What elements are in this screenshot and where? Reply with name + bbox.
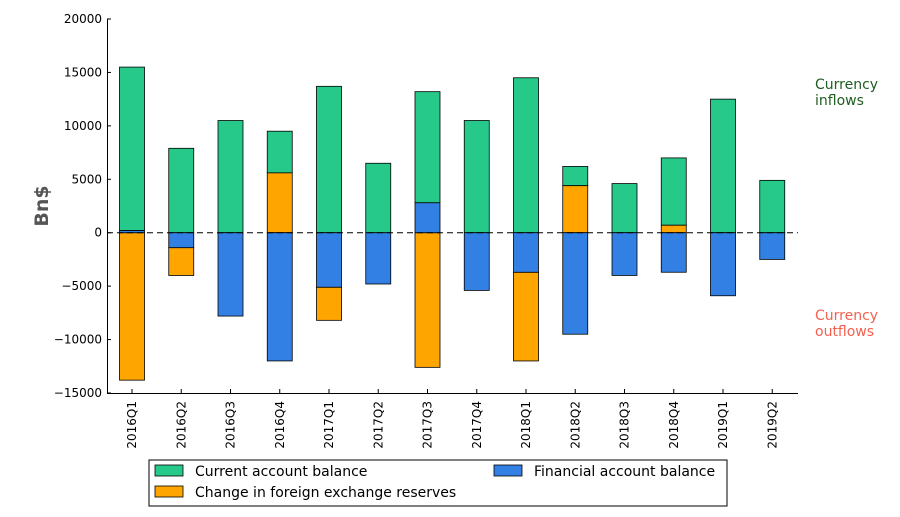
- annotation-inflows-line1: Currency: [815, 77, 878, 93]
- bar-current-account-balance-2016Q4: [266, 130, 293, 174]
- annotation-inflows-line2: inflows: [815, 93, 864, 109]
- legend-swatch-financial-account: [493, 464, 523, 477]
- bar-current-account-balance-2018Q4: [660, 157, 687, 226]
- bar-change-in-foreign-exchange-reserves-2016Q4: [266, 172, 293, 234]
- annotation-outflows-line2: outflows: [815, 324, 874, 340]
- bar-current-account-balance-2019Q1: [710, 98, 736, 234]
- legend-label-fx-reserves: Change in foreign exchange reserves: [195, 485, 456, 501]
- x-tick-label: 2019Q1: [716, 401, 730, 449]
- bar-financial-account-balance-2018Q4: [660, 232, 687, 273]
- bar-financial-account-balance-2016Q2: [168, 232, 195, 249]
- bar-financial-account-balance-2019Q2: [759, 232, 786, 260]
- x-tick-label: 2016Q1: [125, 401, 139, 449]
- bar-change-in-foreign-exchange-reserves-2018Q4: [660, 224, 687, 234]
- x-tick-label: 2018Q1: [519, 401, 533, 449]
- bar-current-account-balance-2018Q2: [562, 166, 589, 187]
- bar-financial-account-balance-2019Q1: [710, 232, 736, 297]
- bar-financial-account-balance-2017Q4: [463, 232, 490, 291]
- bar-current-account-balance-2016Q3: [217, 120, 244, 234]
- legend-swatch-fx-reserves: [154, 485, 184, 498]
- bar-current-account-balance-2016Q2: [168, 147, 195, 234]
- annotation-outflows-line1: Currency: [815, 308, 878, 324]
- annotation-outflows: Currency outflows: [815, 308, 883, 340]
- bar-current-account-balance-2017Q1: [316, 85, 342, 234]
- bar-financial-account-balance-2016Q4: [266, 232, 293, 362]
- legend-frame: [148, 459, 728, 507]
- bar-change-in-foreign-exchange-reserves-2017Q1: [316, 286, 342, 321]
- y-tick-label: −10000: [54, 333, 102, 347]
- y-axis-ticks: 20000 15000 10000 5000 0 −5000 −10000 −15000: [54, 12, 111, 400]
- bar-change-in-foreign-exchange-reserves-2018Q1: [513, 271, 539, 362]
- y-tick-label: −15000: [54, 386, 102, 400]
- bar-financial-account-balance-2018Q3: [611, 232, 638, 276]
- legend: Current account balance Change in foreig…: [148, 459, 728, 507]
- x-tick-label: 2017Q4: [470, 401, 484, 449]
- x-tick-label: 2019Q2: [765, 401, 779, 449]
- x-tick-label: 2018Q2: [568, 401, 582, 449]
- bar-current-account-balance-2017Q3: [414, 91, 441, 204]
- bar-financial-account-balance-2018Q2: [562, 232, 589, 335]
- bar-change-in-foreign-exchange-reserves-2016Q2: [168, 247, 195, 276]
- bar-change-in-foreign-exchange-reserves-2017Q3: [414, 232, 441, 368]
- x-tick-label: 2016Q2: [174, 401, 188, 449]
- bar-financial-account-balance-2018Q1: [513, 232, 539, 273]
- y-tick-label: 15000: [64, 65, 102, 79]
- bar-current-account-balance-2017Q4: [463, 120, 490, 234]
- bar-financial-account-balance-2017Q3: [414, 202, 441, 234]
- x-tick-label: 2018Q4: [667, 401, 681, 449]
- bar-change-in-foreign-exchange-reserves-2016Q1: [119, 232, 145, 381]
- bar-current-account-balance-2018Q1: [513, 77, 539, 234]
- y-tick-label: 20000: [64, 12, 102, 26]
- x-tick-label: 2017Q1: [322, 401, 336, 449]
- bar-financial-account-balance-2017Q2: [365, 232, 392, 285]
- x-tick-label: 2017Q2: [371, 401, 385, 449]
- legend-swatch-current-account: [154, 464, 184, 477]
- bar-change-in-foreign-exchange-reserves-2018Q2: [562, 185, 589, 234]
- legend-label-financial-account: Financial account balance: [534, 464, 715, 480]
- legend-label-current-account: Current account balance: [195, 464, 367, 480]
- annotation-inflows: Currency inflows: [815, 77, 883, 109]
- bar-financial-account-balance-2016Q3: [217, 232, 244, 317]
- y-tick-label: 0: [94, 226, 102, 240]
- y-axis-label: Bn$: [31, 185, 53, 226]
- bars-layer: [119, 66, 786, 381]
- y-tick-label: 10000: [64, 119, 102, 133]
- x-tick-label: 2016Q3: [224, 401, 238, 449]
- bar-current-account-balance-2017Q2: [365, 162, 392, 234]
- bar-current-account-balance-2019Q2: [759, 179, 786, 234]
- axes-layer: [107, 19, 798, 394]
- x-axis-ticks: 2016Q1 2016Q2 2016Q3 2016Q4 2017Q1 2017Q2 2017…: [125, 389, 779, 449]
- y-tick-label: −5000: [61, 279, 102, 293]
- x-tick-label: 2018Q3: [618, 401, 632, 449]
- x-tick-label: 2016Q4: [273, 401, 287, 449]
- bar-current-account-balance-2016Q1: [119, 66, 145, 231]
- bar-current-account-balance-2018Q3: [611, 183, 638, 234]
- y-tick-label: 5000: [71, 172, 102, 186]
- x-tick-label: 2017Q3: [421, 401, 435, 449]
- bar-financial-account-balance-2017Q1: [316, 232, 342, 288]
